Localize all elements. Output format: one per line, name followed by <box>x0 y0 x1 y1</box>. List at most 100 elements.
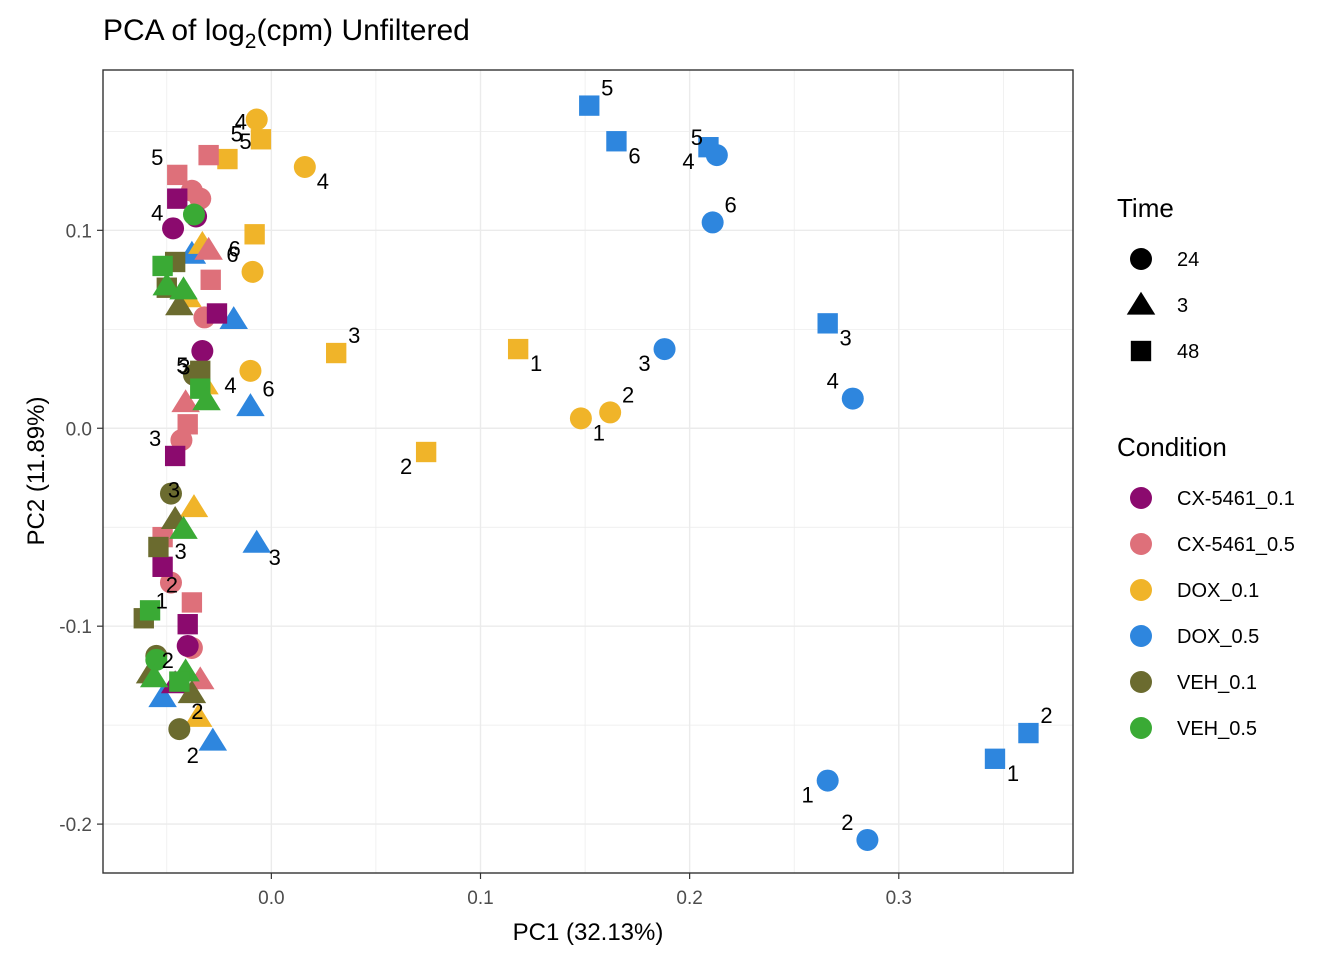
point-label: 4 <box>151 201 163 226</box>
legend-color-key <box>1130 717 1152 739</box>
legend-time-title: Time <box>1117 193 1174 223</box>
data-point <box>159 571 182 594</box>
x-tick-label: 0.0 <box>258 888 284 909</box>
point-label: 5 <box>691 125 703 150</box>
x-tick-label: 0.1 <box>467 888 493 909</box>
legend-condition-label: DOX_0.5 <box>1177 626 1259 648</box>
data-points <box>133 95 1039 851</box>
data-point <box>162 217 185 240</box>
point-label: 5 <box>151 145 163 170</box>
data-point <box>169 671 190 692</box>
point-label: 4 <box>827 369 839 394</box>
legend-condition-label: DOX_0.1 <box>1177 580 1259 602</box>
point-label: 2 <box>191 699 203 724</box>
data-point <box>182 203 205 226</box>
data-point <box>579 95 600 116</box>
data-point <box>152 255 173 277</box>
data-point <box>250 129 272 150</box>
data-point <box>167 164 188 186</box>
point-label: 1 <box>593 420 605 445</box>
data-point <box>170 429 193 452</box>
point-label: 6 <box>262 376 274 401</box>
point-label: 3 <box>149 426 161 451</box>
grid-lines <box>103 70 1073 873</box>
data-point <box>171 389 200 413</box>
data-point <box>183 703 213 727</box>
data-point <box>148 684 177 708</box>
legend-color-key <box>1130 625 1152 647</box>
y-axis-ticks: -0.2 -0.1 0.0 0.1 <box>59 221 103 836</box>
legend-condition-label: VEH_0.5 <box>1177 718 1257 740</box>
legend-shape-key <box>1130 248 1152 270</box>
legend-color-key <box>1130 533 1152 555</box>
point-label: 6 <box>226 242 238 267</box>
data-point <box>200 269 221 290</box>
data-point <box>701 211 724 234</box>
legend-shape-key <box>1130 340 1152 362</box>
legend-condition-items: CX-5461_0.1 CX-5461_0.5 DOX_0.1 DOX_0.5 VEH_… <box>1130 487 1295 740</box>
legend-color-key <box>1130 579 1152 601</box>
point-label: 3 <box>168 477 180 502</box>
y-tick-label: -0.2 <box>59 815 92 836</box>
chart-title: PCA of log2(cpm) Unfiltered <box>103 14 470 53</box>
point-label: 3 <box>174 539 186 564</box>
point-label: 2 <box>162 648 174 673</box>
data-point <box>194 236 223 260</box>
data-point <box>179 494 209 518</box>
legend-shape-label: 24 <box>1177 249 1199 271</box>
point-label: 4 <box>224 373 236 398</box>
data-point <box>145 648 168 671</box>
data-point <box>415 441 437 463</box>
plot-panel <box>103 70 1073 873</box>
legend-shape-label: 48 <box>1177 341 1199 363</box>
point-label: 4 <box>682 149 694 174</box>
data-point <box>167 188 188 209</box>
data-point <box>817 313 838 334</box>
data-point <box>1018 722 1039 744</box>
x-tick-label: 0.2 <box>676 888 702 909</box>
data-point <box>293 155 316 178</box>
point-label: 5 <box>176 353 188 378</box>
data-point <box>190 360 211 382</box>
data-point <box>599 401 622 424</box>
point-label: 2 <box>1040 703 1052 728</box>
data-point <box>816 769 839 792</box>
data-point <box>241 260 264 283</box>
point-label: 1 <box>530 351 542 376</box>
data-point <box>139 664 169 688</box>
data-point <box>152 556 173 577</box>
data-point <box>168 718 191 741</box>
y-tick-label: -0.1 <box>59 617 92 638</box>
point-label: 3 <box>178 355 190 380</box>
data-point <box>856 828 879 851</box>
legend-shape-label: 3 <box>1177 295 1188 317</box>
data-point <box>169 515 198 539</box>
legend-condition-title: Condition <box>1117 432 1227 462</box>
data-point <box>705 144 728 167</box>
data-point <box>507 338 529 360</box>
data-point <box>177 680 207 704</box>
data-point <box>984 748 1006 769</box>
point-label: 1 <box>156 588 168 613</box>
point-label: 3 <box>840 325 852 350</box>
point-label: 2 <box>166 572 178 597</box>
point-label: 3 <box>269 545 281 570</box>
legend-color-key <box>1130 487 1152 509</box>
legend-condition-label: CX-5461_0.1 <box>1177 488 1295 510</box>
point-label: 4 <box>317 169 329 194</box>
point-label: 1 <box>1007 761 1019 786</box>
y-tick-label: 0.1 <box>66 221 92 242</box>
point-label: 6 <box>725 192 737 217</box>
data-point <box>176 634 199 657</box>
data-point <box>191 340 214 363</box>
y-tick-label: 0.0 <box>66 419 92 440</box>
data-point <box>181 592 203 613</box>
legend-time-items: 24 3 48 <box>1126 248 1199 363</box>
legend-condition-label: CX-5461_0.5 <box>1177 534 1295 556</box>
data-point <box>159 482 182 505</box>
point-label: 3 <box>348 323 360 348</box>
legend-color-key <box>1130 671 1152 693</box>
